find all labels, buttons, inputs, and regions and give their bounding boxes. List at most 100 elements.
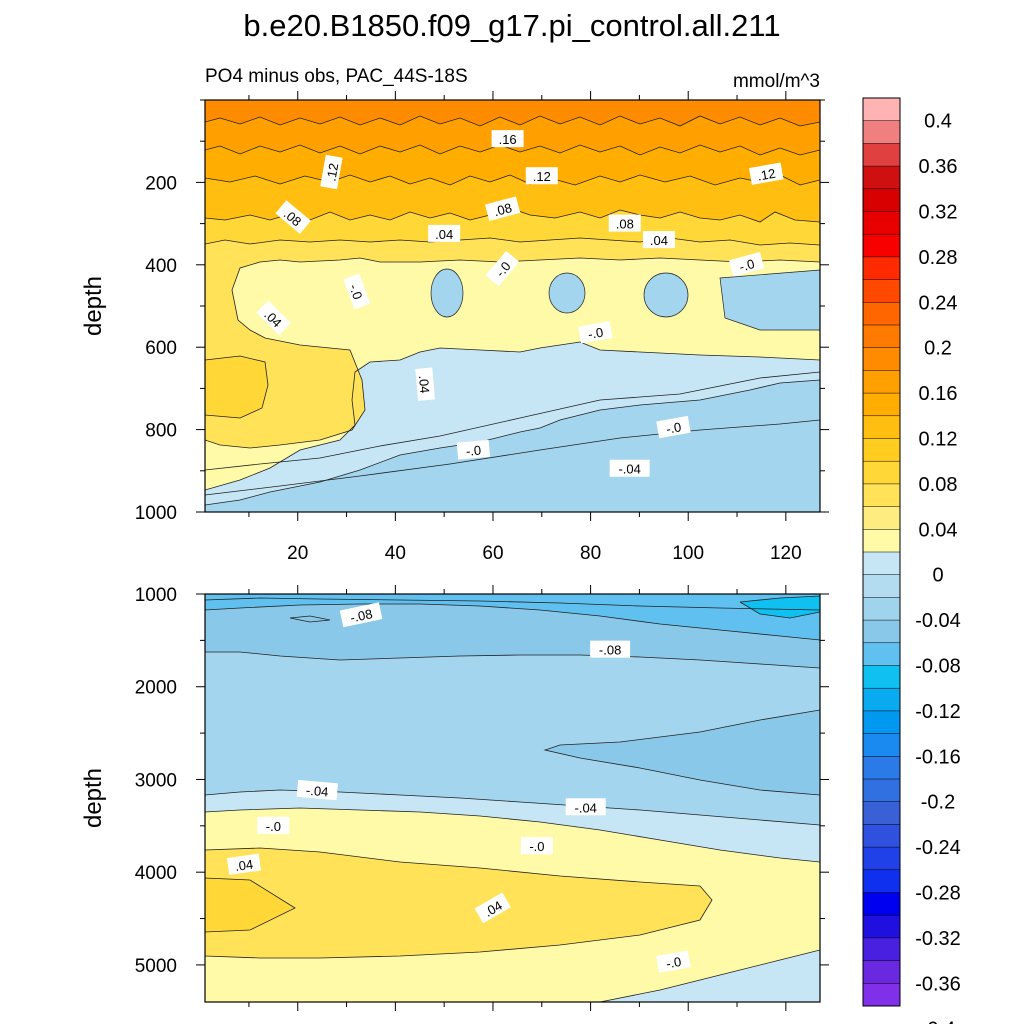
upper-contour-label-box	[256, 300, 292, 336]
colorbar-label: -0.12	[915, 701, 961, 723]
upper-contour-label: -.0	[729, 251, 765, 277]
lower-contour-label-box	[296, 779, 338, 801]
upper-contour-label-box	[491, 130, 524, 148]
colorbar-swatch	[863, 529, 900, 553]
upper-fill-orange-dark	[205, 100, 820, 126]
upper-contour-label-text: .16	[499, 132, 517, 147]
upper-blue-cores	[430, 268, 820, 331]
lower-contour-label-box	[339, 602, 383, 628]
colorbar-label: 0.08	[919, 474, 958, 496]
upper-x-tick-label: 60	[482, 543, 503, 564]
upper-contour-label: .04	[415, 367, 436, 401]
colorbar-swatch	[863, 983, 900, 1007]
upper-panel: 20 40 60 80 100 120 200 400 600 800 1000 .16 .12 .12…	[80, 91, 829, 564]
colorbar-swatch	[863, 98, 900, 121]
lower-panel: 1000 2000 3000 4000 5000 -.08 -.08 -.04 -.04 -.0…	[80, 585, 829, 1011]
upper-contour-label-box	[729, 251, 765, 277]
upper-contour-label: -.0	[343, 273, 371, 310]
upper-contour-label-text: -.0	[465, 443, 481, 459]
colorbar-swatch	[863, 915, 900, 939]
lower-axes: 1000 2000 3000 4000 5000	[135, 585, 829, 1011]
colorbar-swatch	[863, 892, 900, 916]
colorbar-swatch	[863, 415, 900, 439]
upper-contour-label-box	[275, 200, 311, 234]
upper-contour-fills	[205, 100, 820, 512]
colorbar-swatch	[863, 120, 900, 144]
upper-y-tick-label: 400	[145, 256, 177, 277]
upper-x-tick-label: 80	[580, 543, 601, 564]
upper-contour-label-box	[656, 415, 691, 439]
lower-plot-frame	[204, 593, 821, 1003]
colorbar-swatch	[863, 869, 900, 893]
upper-contour-label-box	[642, 231, 675, 249]
colorbar-label: 0.04	[919, 519, 958, 541]
lower-fill-blue-light-bottom	[600, 950, 820, 1002]
lower-contour-label-box	[474, 892, 511, 924]
colorbar-swatch	[863, 665, 900, 689]
colorbar-swatch	[863, 960, 900, 984]
colorbar-label: 0.28	[919, 247, 958, 269]
lower-ylabel: depth	[80, 768, 107, 828]
lower-fill-blue-strong	[205, 594, 820, 640]
upper-contour-label-text: .08	[616, 217, 634, 232]
upper-x-tick-label: 100	[672, 543, 704, 564]
colorbar-label: -0.36	[915, 973, 961, 995]
colorbar-swatch	[863, 779, 900, 802]
colorbar-label: 0.16	[919, 383, 958, 405]
upper-contour-lines	[205, 115, 820, 506]
lower-contour-label: .04	[226, 853, 262, 875]
colorbar-label: -0.28	[915, 883, 961, 905]
colorbar-swatch	[863, 710, 900, 734]
colorbar-swatch	[863, 143, 900, 167]
upper-contour-label-box	[578, 321, 613, 344]
upper-contour-label: -.0	[485, 250, 520, 287]
lower-fill-gold	[205, 878, 295, 932]
colorbar-label: 0.4	[924, 111, 952, 133]
upper-contour-label: .12	[525, 167, 558, 185]
upper-contour-label-text: -.0	[587, 325, 605, 342]
lower-contour-label-box	[257, 816, 290, 834]
upper-contour-label: .16	[491, 130, 524, 148]
lower-contour-fills	[205, 594, 820, 1002]
lower-contour-label-box	[520, 837, 553, 855]
colorbar-label: 0.24	[919, 292, 958, 314]
upper-blue-core	[430, 268, 464, 318]
upper-contour-label-box	[343, 273, 371, 310]
colorbar-swatch	[863, 461, 900, 485]
colorbar: 0.4 0.36 0.32 0.28 0.24 0.2 0.16 0.12 0.08 0.04 0 -…	[862, 97, 961, 1024]
upper-contour-label: .04	[428, 224, 461, 242]
colorbar-swatch	[863, 733, 900, 757]
lower-contour-label-text: -.08	[599, 643, 621, 658]
upper-contour-label-box	[456, 439, 491, 460]
colorbar-label: 0	[932, 565, 943, 587]
colorbar-swatch	[863, 552, 900, 575]
upper-contour-label-box	[428, 224, 461, 242]
colorbar-swatch	[863, 597, 900, 621]
upper-contour-label-box	[608, 214, 641, 232]
upper-contour-label: .04	[642, 231, 675, 249]
upper-contour-label-text: .12	[323, 162, 341, 182]
colorbar-swatch	[863, 642, 900, 666]
upper-blue-core	[548, 272, 586, 314]
lower-fill-blue-vivid	[740, 596, 820, 618]
upper-y-tick-label: 1000	[135, 503, 177, 524]
upper-contour-label-text: -.0	[738, 256, 757, 274]
upper-y-tick-label: 200	[145, 173, 177, 194]
lower-contour-label-box	[565, 798, 606, 816]
colorbar-swatch	[863, 847, 900, 871]
lower-contour-label: -.0	[656, 950, 691, 973]
upper-contour-label-text: .12	[756, 166, 776, 184]
upper-x-tick-label: 40	[385, 543, 406, 564]
upper-ylabel: depth	[80, 276, 107, 336]
lower-contour-label-text: .04	[234, 857, 254, 874]
colorbar-swatch	[863, 688, 900, 712]
upper-x-tick-label: 120	[770, 543, 802, 564]
upper-contour-label: -.0	[578, 321, 613, 344]
lower-contour-label-text: -.0	[529, 839, 544, 854]
upper-axes: 20 40 60 80 100 120 200 400 600 800 1000	[135, 91, 829, 564]
upper-contour-label: .08	[484, 196, 521, 222]
colorbar-swatch	[863, 211, 900, 235]
upper-x-tick-label: 20	[287, 543, 308, 564]
lower-contour-label-box	[656, 950, 691, 973]
upper-contour-label-text: .12	[533, 169, 551, 184]
